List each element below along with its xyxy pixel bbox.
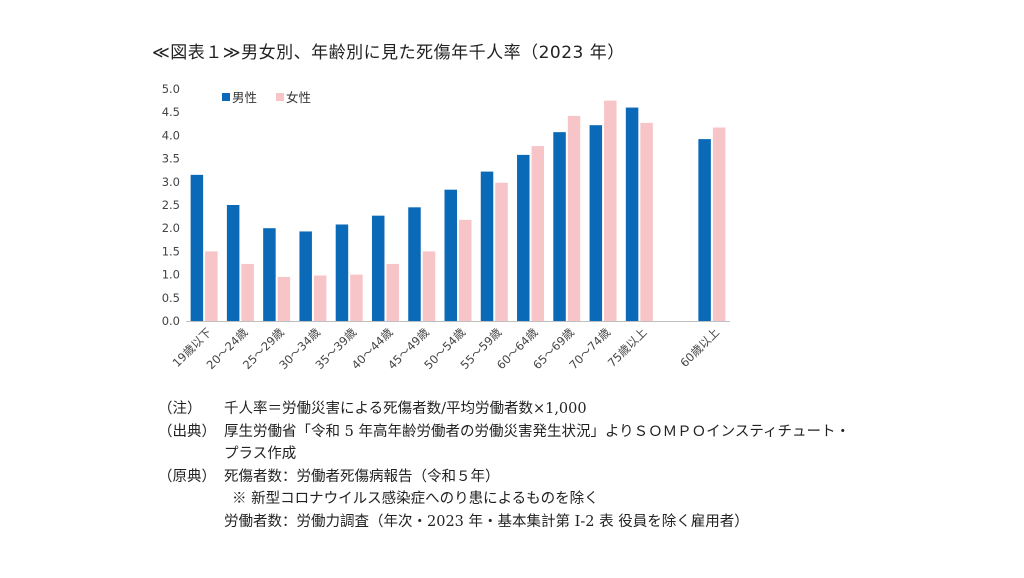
note-text-chu: 千人率＝労働災害による死傷者数/平均労働者数×1,000 (224, 401, 587, 417)
bar-male (589, 125, 603, 321)
bar-female (350, 274, 363, 321)
note-key-chu: （注） (158, 401, 202, 417)
chart-title: ≪図表１≫男女別、年齢別に見た死傷年千人率（2023 年） (152, 43, 625, 63)
bar-female (386, 263, 399, 321)
y-tick-label: 2.5 (162, 198, 180, 212)
y-tick-label: 4.0 (162, 128, 180, 142)
note-text-original-line2: ※ 新型コロナウイルス感染症へのり患によるものを除く (232, 491, 599, 507)
bar-male (408, 207, 421, 321)
y-tick-label: 1.5 (162, 244, 180, 258)
bar-female (205, 251, 218, 321)
bar-male (299, 231, 312, 321)
bar-male (698, 139, 711, 321)
legend-label-male: 男性 (232, 90, 257, 105)
bar-female (277, 276, 291, 321)
note-text-original-line1: 死傷者数：労働者死傷病報告（令和５年） (224, 468, 500, 485)
x-tick-label: 75歳以上 (605, 325, 650, 370)
bar-female (604, 100, 617, 321)
bar-female (531, 146, 545, 321)
bar-male (625, 107, 639, 321)
bar-female (640, 122, 653, 321)
bar-male (371, 215, 385, 321)
notes-section: （注） 千人率＝労働災害による死傷者数/平均労働者数×1,000 （出典） 厚生… (158, 398, 1008, 533)
y-tick-label: 0.0 (162, 314, 180, 328)
y-tick-label: 2.0 (162, 221, 180, 235)
bar-male (480, 171, 494, 321)
bar-male (263, 228, 276, 321)
note-key-source: （出典） (158, 423, 216, 440)
bar-male (553, 132, 566, 321)
y-tick-label: 3.5 (162, 152, 180, 166)
note-text-original-line3: 労働者数：労働力調査（年次・2023 年・基本集計第 I-2 表 役員を除く雇用… (224, 513, 749, 530)
note-row-source: （出典） 厚生労働省「令和 5 年高年齢労働者の労働災害発生状況」よりＳＯＭＰＯ… (158, 421, 1008, 444)
note-text-source-line1: 厚生労働省「令和 5 年高年齢労働者の労働災害発生状況」よりＳＯＭＰＯインスティ… (224, 423, 850, 440)
legend-swatch-male (222, 93, 230, 101)
note-row-original: （原典） 死傷者数：労働者死傷病報告（令和５年） (158, 466, 1008, 489)
y-tick-label: 0.5 (162, 291, 180, 305)
bar-female (241, 263, 254, 321)
x-tick-label: 60歳以上 (677, 325, 722, 370)
bar-male (190, 174, 204, 321)
legend-label-female: 女性 (286, 90, 311, 105)
bar-female (313, 275, 327, 321)
bar-female (567, 115, 581, 321)
y-tick-label: 5.0 (162, 82, 180, 96)
y-tick-label: 3.0 (162, 175, 180, 189)
bar-male (517, 154, 530, 321)
y-tick-label: 4.5 (162, 105, 180, 119)
bar-female (495, 182, 508, 321)
bar-male (226, 205, 240, 321)
legend-swatch-female (276, 93, 284, 101)
bar-male (335, 224, 349, 321)
note-text-source-line2: プラス作成 (224, 446, 297, 462)
bar-male (444, 189, 457, 321)
y-tick-label: 1.0 (162, 268, 180, 282)
bar-female (422, 251, 436, 321)
bar-chart: 0.00.51.01.52.02.53.03.54.04.55.019歳以下20… (162, 82, 730, 372)
bar-female (459, 219, 472, 321)
bar-female (712, 127, 726, 322)
note-key-original: （原典） (158, 468, 216, 485)
note-row-chu: （注） 千人率＝労働災害による死傷者数/平均労働者数×1,000 (158, 398, 1008, 421)
